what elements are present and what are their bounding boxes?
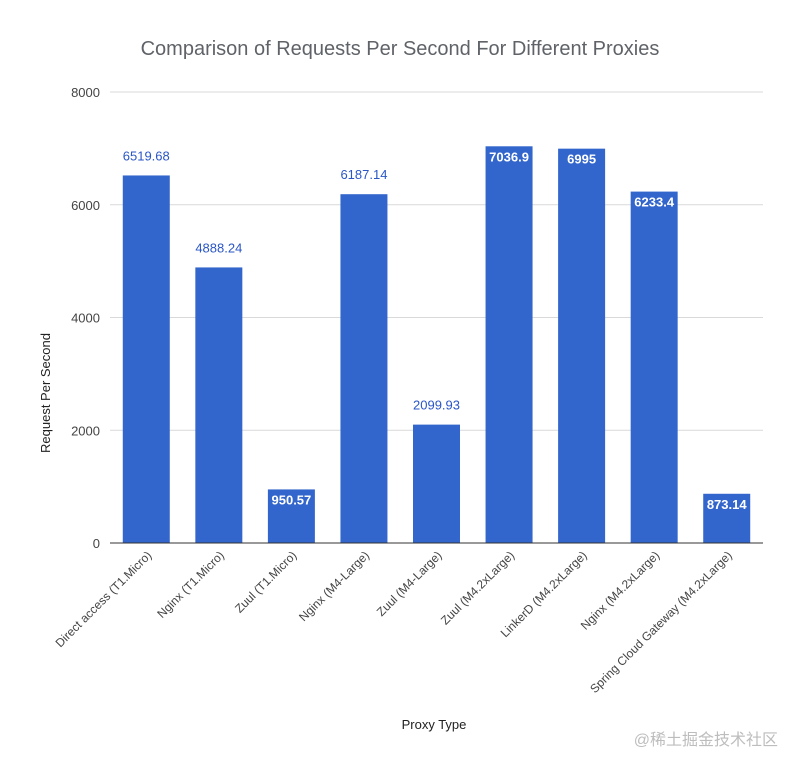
y-axis-title: Request Per Second [38, 333, 53, 453]
chart-title: Comparison of Requests Per Second For Di… [141, 38, 660, 60]
bar [413, 424, 460, 543]
bar [703, 493, 751, 543]
data-labels: 6519.68 4888.24 950.57 6187.14 2099.93 7036.9… [123, 148, 748, 511]
x-tick-label: Zuul (M4.2xLarge) [438, 548, 517, 627]
bar [340, 194, 388, 543]
data-label: 2099.93 [413, 398, 460, 413]
data-label: 6995 [567, 152, 596, 167]
bar [630, 191, 678, 543]
x-tick-label: Zuul (T1.Micro) [232, 548, 299, 615]
bar [558, 148, 606, 544]
y-tick-label: 2000 [71, 423, 100, 438]
x-tick-label: Direct access (T1.Micro) [53, 548, 155, 650]
data-label: 7036.9 [489, 149, 529, 164]
data-label: 6233.4 [634, 195, 675, 210]
y-tick-label: 8000 [71, 85, 100, 100]
bar [122, 175, 170, 543]
y-tick-label: 0 [93, 536, 100, 551]
x-tick-label: Nginx (M4.2xLarge) [578, 548, 662, 632]
y-axis-ticks: 0 2000 4000 6000 8000 [71, 85, 100, 551]
x-tick-label: Spring Cloud Gateway (M4.2xLarge) [587, 548, 735, 696]
data-label: 950.57 [272, 492, 312, 507]
x-tick-label: Nginx (M4-Large) [296, 548, 372, 624]
watermark: @稀土掘金技术社区 [634, 731, 778, 749]
bars [122, 146, 751, 544]
data-label: 6519.68 [123, 148, 170, 163]
bar [485, 146, 533, 543]
x-axis-tick-labels: Direct access (T1.Micro) Nginx (T1.Micro)… [53, 548, 735, 696]
y-tick-label: 6000 [71, 198, 100, 213]
x-tick-label: Nginx (T1.Micro) [154, 548, 227, 621]
bar [267, 489, 315, 543]
data-label: 4888.24 [195, 240, 242, 255]
data-label: 873.14 [707, 497, 748, 512]
x-tick-label: Zuul (M4-Large) [374, 548, 445, 619]
x-axis-title: Proxy Type [402, 717, 467, 732]
y-tick-label: 4000 [71, 311, 100, 326]
data-label: 6187.14 [340, 167, 387, 182]
bar [195, 267, 243, 543]
